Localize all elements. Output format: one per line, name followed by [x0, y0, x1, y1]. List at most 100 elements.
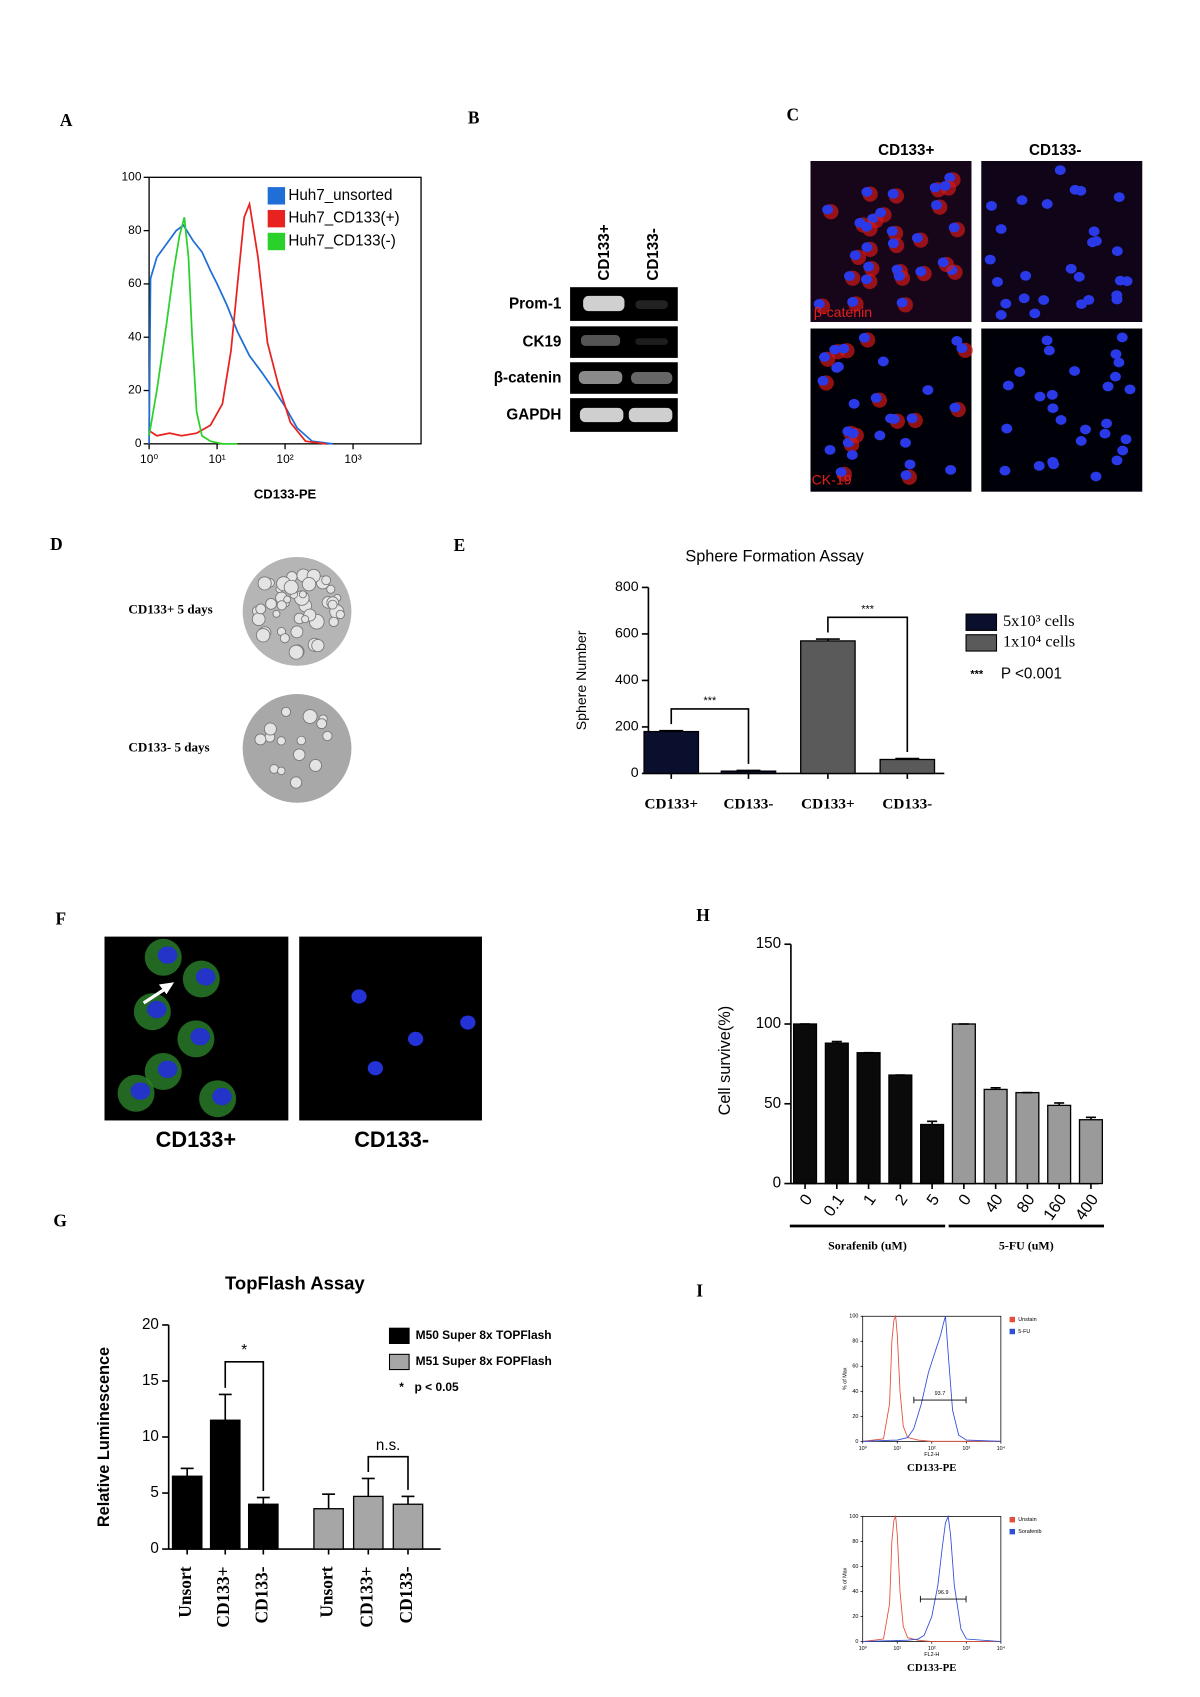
x-tick-label: Unsort: [317, 1566, 337, 1617]
histogram-line: [148, 217, 238, 445]
bar: [209, 1419, 241, 1550]
histogram-line: [148, 200, 327, 445]
sphere: [283, 579, 299, 595]
legend-swatch: [965, 613, 998, 631]
y-tick-label: 80: [852, 1339, 858, 1345]
y-tick-label: 150: [756, 935, 781, 952]
x-tick-label: CD133+: [213, 1566, 233, 1627]
nucleus: [886, 226, 898, 237]
nucleus: [944, 172, 956, 183]
bar: [951, 1023, 976, 1185]
significance-bracket: [827, 616, 909, 753]
bar: [856, 1052, 881, 1185]
x-tick-label: 10⁴: [997, 1446, 1006, 1452]
group-label: 5-FU (uM): [999, 1238, 1054, 1252]
nucleus: [877, 356, 889, 367]
nucleus: [1000, 298, 1012, 309]
x-axis-label: CD133-PE: [907, 1662, 956, 1674]
panel-labels: A B C D E F G H I: [50, 104, 799, 1300]
column-label: CD133+: [156, 1127, 236, 1152]
nucleus: [1087, 237, 1098, 248]
nucleus: [1110, 371, 1121, 382]
nucleus: [992, 276, 1003, 287]
chart-title: TopFlash Assay: [225, 1273, 365, 1294]
bar: [792, 1023, 818, 1185]
significance-bracket: [367, 1455, 409, 1490]
sphere: [321, 575, 332, 586]
bar: [1047, 1104, 1072, 1185]
nucleus: [874, 430, 886, 441]
nucleus: [212, 1087, 232, 1106]
y-tick-label: 600: [615, 625, 639, 641]
x-tick-label: CD133+: [801, 795, 854, 812]
gel-band: [578, 370, 623, 385]
nucleus: [817, 375, 829, 386]
nucleus: [906, 413, 918, 424]
nucleus: [904, 459, 916, 470]
nucleus: [1054, 165, 1066, 176]
nucleus: [1038, 295, 1050, 305]
nucleus: [1075, 436, 1087, 446]
nucleus: [870, 393, 882, 403]
nucleus: [367, 1061, 383, 1076]
significance-bracket: [670, 708, 750, 764]
bar: [824, 1042, 849, 1185]
bar: [879, 758, 936, 775]
cells: [117, 938, 476, 1118]
nucleus: [813, 299, 825, 309]
nucleus: [887, 188, 899, 199]
histogram-line: [862, 1314, 1001, 1442]
nucleus: [847, 428, 859, 439]
gel: CD133+ CD133- Prom-1 CK19 β-catenin GAPD…: [494, 224, 678, 432]
x-tick-label: 10²: [928, 1646, 936, 1652]
nucleus: [986, 200, 997, 211]
sphere: [251, 612, 266, 627]
sphere: [326, 584, 336, 594]
nucleus: [157, 1060, 178, 1079]
sphere: [301, 615, 310, 624]
nucleus: [861, 187, 873, 197]
gel-band: [579, 407, 624, 423]
histogram-line: [862, 1316, 1001, 1442]
column-label: CD133+: [878, 142, 934, 159]
legend-swatch: [965, 634, 998, 652]
legend-swatch: [388, 1327, 410, 1345]
if-panel-f: CD133+ CD133-: [104, 936, 482, 1152]
gel-row-label: CK19: [522, 334, 561, 351]
nucleus: [846, 450, 858, 460]
nucleus: [861, 242, 873, 253]
nucleus: [995, 224, 1007, 234]
nucleus: [407, 1031, 424, 1046]
nucleus: [1018, 293, 1030, 304]
nucleus: [1069, 366, 1081, 376]
x-tick-label: 10²: [276, 452, 293, 466]
sphere: [296, 735, 307, 746]
nucleus: [1102, 381, 1114, 392]
legend-label: 5-FU: [1018, 1329, 1030, 1335]
nucleus: [1034, 391, 1046, 402]
bar: [800, 640, 856, 775]
y-tick-label: 10: [142, 1428, 159, 1445]
gel-column-label: CD133-: [645, 228, 662, 280]
x-tick-label: 0: [955, 1191, 975, 1209]
nucleus: [1014, 367, 1026, 377]
gel-band: [628, 407, 673, 423]
legend-swatch: [1009, 1316, 1016, 1323]
y-tick-label: 40: [852, 1589, 858, 1595]
nucleus: [900, 470, 912, 480]
gel-band: [635, 300, 668, 309]
bar: [247, 1503, 279, 1550]
legend-swatch: [1009, 1516, 1016, 1523]
nucleus: [1116, 332, 1128, 343]
nucleus: [835, 467, 847, 478]
nucleus: [867, 213, 879, 224]
significance-label: *: [241, 1342, 247, 1359]
nucleus: [929, 182, 941, 193]
nucleus: [829, 344, 841, 355]
nucleus: [1101, 418, 1113, 429]
nucleus: [911, 233, 923, 243]
nucleus: [831, 362, 843, 373]
x-tick-label: CD133-: [396, 1566, 416, 1623]
